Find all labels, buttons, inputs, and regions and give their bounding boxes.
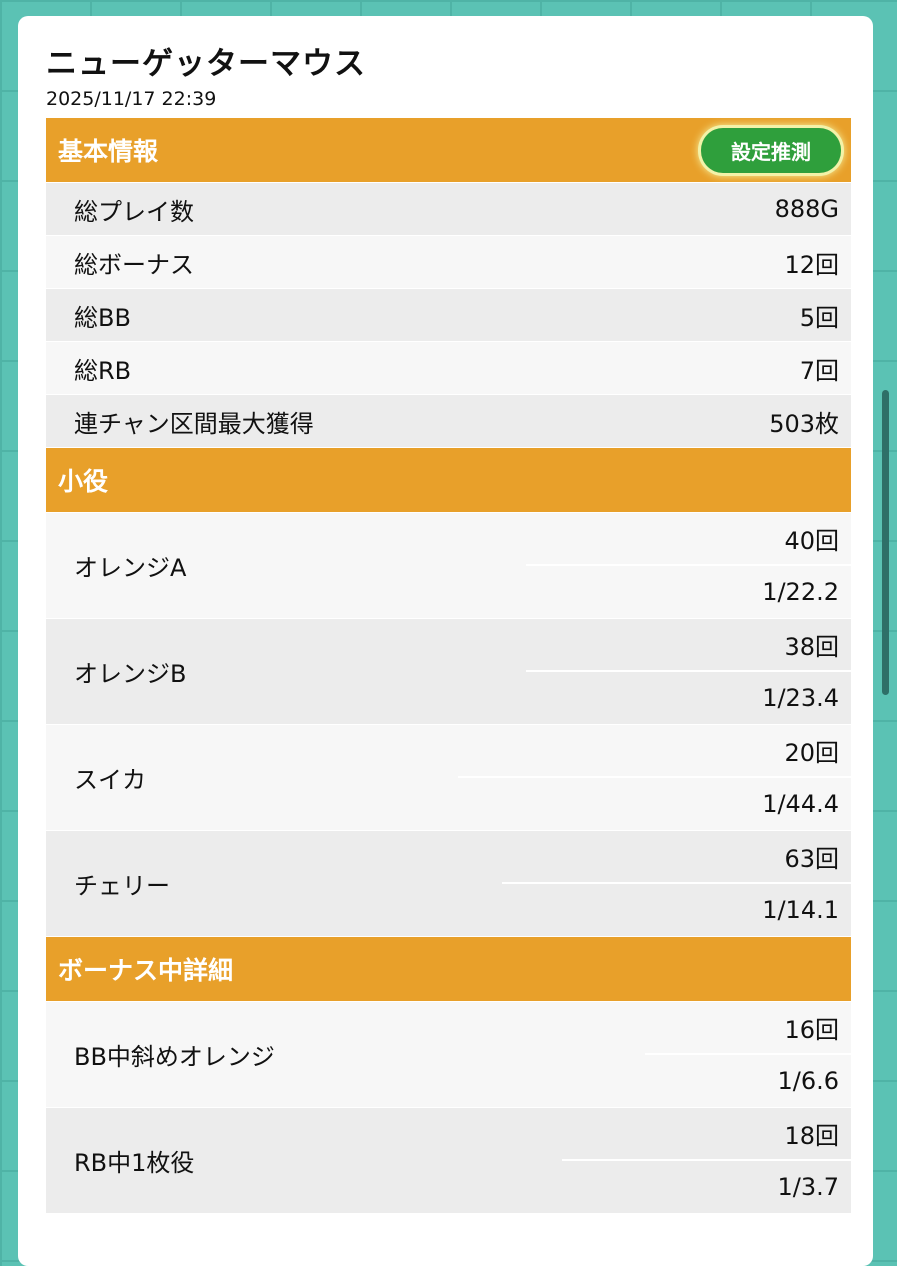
section-title: 基本情報 <box>58 137 159 166</box>
role-probability: 1/23.4 <box>762 684 839 712</box>
role-label: オレンジB <box>74 660 187 688</box>
role-count: 18回 <box>562 1108 851 1161</box>
stat-label: 総RB <box>74 356 132 385</box>
role-label: RB中1枚役 <box>74 1149 195 1177</box>
stat-row: 総ボーナス 12回 <box>46 236 851 288</box>
stat-row: 総プレイ数 888G <box>46 183 851 235</box>
role-count: 38回 <box>526 619 851 672</box>
data-card: ニューゲッターマウス 2025/11/17 22:39 基本情報 設定推測 総プ… <box>18 16 873 1266</box>
section-basic-header: 基本情報 設定推測 <box>46 118 851 182</box>
stat-label: 総プレイ数 <box>74 197 194 226</box>
stat-row: 総BB 5回 <box>46 289 851 341</box>
role-row: BB中斜めオレンジ 16回 1/6.6 <box>46 1002 851 1107</box>
stat-row: 連チャン区間最大獲得 503枚 <box>46 395 851 447</box>
role-count: 40回 <box>526 513 851 566</box>
role-row: オレンジA 40回 1/22.2 <box>46 513 851 618</box>
role-probability: 1/22.2 <box>762 578 839 606</box>
stat-value: 503枚 <box>769 409 839 438</box>
section-bonus-header: ボーナス中詳細 <box>46 937 851 1001</box>
stat-value: 12回 <box>784 250 839 279</box>
role-probability: 1/6.6 <box>777 1067 839 1095</box>
role-probability: 1/14.1 <box>762 896 839 924</box>
role-row: スイカ 20回 1/44.4 <box>46 725 851 830</box>
stat-label: 総BB <box>74 303 131 332</box>
stat-label: 総ボーナス <box>74 250 194 279</box>
stat-value: 888G <box>774 195 839 223</box>
role-count: 20回 <box>458 725 851 778</box>
role-count: 16回 <box>645 1002 851 1055</box>
timestamp: 2025/11/17 22:39 <box>46 88 217 110</box>
machine-title: ニューゲッターマウス <box>46 46 366 82</box>
section-title: 小役 <box>58 467 109 496</box>
role-count: 63回 <box>502 831 851 884</box>
role-label: オレンジA <box>74 554 187 582</box>
stat-value: 7回 <box>799 356 839 385</box>
role-row: チェリー 63回 1/14.1 <box>46 831 851 936</box>
role-probability: 1/3.7 <box>777 1173 839 1201</box>
stat-row: 総RB 7回 <box>46 342 851 394</box>
role-label: BB中斜めオレンジ <box>74 1043 275 1071</box>
setting-estimate-button[interactable]: 設定推測 <box>701 127 841 173</box>
section-small-header: 小役 <box>46 448 851 512</box>
role-row: RB中1枚役 18回 1/3.7 <box>46 1108 851 1213</box>
role-label: スイカ <box>74 766 146 794</box>
role-label: チェリー <box>74 872 170 900</box>
section-title: ボーナス中詳細 <box>58 956 234 985</box>
stat-value: 5回 <box>799 303 839 332</box>
scrollbar[interactable] <box>882 390 889 695</box>
role-probability: 1/44.4 <box>762 790 839 818</box>
role-row: オレンジB 38回 1/23.4 <box>46 619 851 724</box>
stat-label: 連チャン区間最大獲得 <box>74 409 314 438</box>
